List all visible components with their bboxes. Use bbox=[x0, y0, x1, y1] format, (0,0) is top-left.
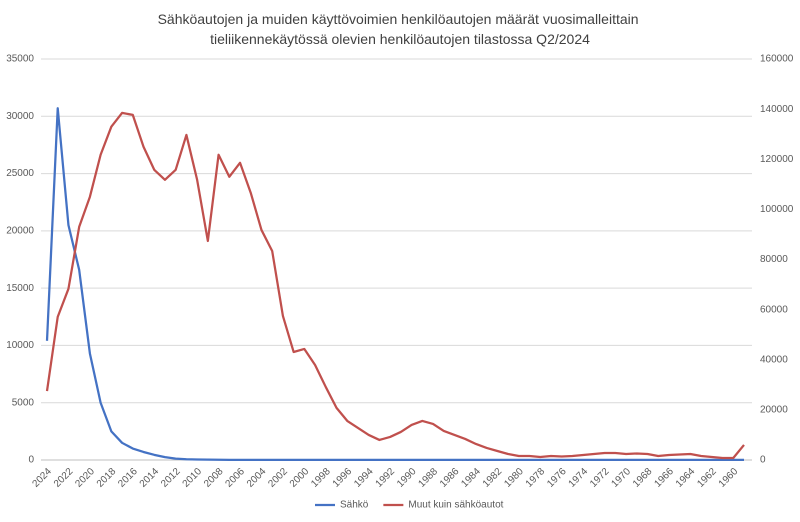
x-tick-label: 1996 bbox=[331, 466, 355, 490]
y-tick-label: 5000 bbox=[12, 397, 35, 408]
y2-tick-label: 140000 bbox=[760, 104, 794, 115]
y2-tick-label: 120000 bbox=[760, 154, 794, 165]
x-tick-label: 2020 bbox=[73, 466, 97, 490]
x-tick-label: 1986 bbox=[438, 466, 462, 490]
y-tick-label: 15000 bbox=[6, 283, 34, 294]
y2-tick-label: 100000 bbox=[760, 204, 794, 215]
x-tick-label: 1992 bbox=[374, 466, 398, 490]
x-tick-label: 1970 bbox=[610, 466, 634, 490]
y-tick-label: 0 bbox=[28, 455, 34, 466]
y-tick-label: 20000 bbox=[6, 225, 34, 236]
x-tick-label: 2006 bbox=[223, 466, 247, 490]
series-line bbox=[45, 107, 744, 462]
x-tick-label: 2022 bbox=[52, 466, 76, 490]
y2-tick-label: 20000 bbox=[760, 405, 788, 416]
y2-tick-label: 80000 bbox=[760, 254, 788, 265]
legend-label: Sähkö bbox=[340, 500, 369, 511]
x-tick-label: 1964 bbox=[674, 466, 698, 490]
x-tick-label: 1966 bbox=[652, 466, 676, 490]
legend-label: Muut kuin sähköautot bbox=[408, 500, 503, 511]
x-tick-label: 2016 bbox=[116, 466, 140, 490]
x-tick-label: 1994 bbox=[352, 466, 376, 490]
x-tick-label: 1990 bbox=[395, 466, 419, 490]
x-tick-label: 2010 bbox=[181, 466, 205, 490]
y2-tick-label: 40000 bbox=[760, 354, 788, 365]
y-tick-label: 35000 bbox=[6, 54, 34, 65]
x-tick-label: 2008 bbox=[202, 466, 226, 490]
x-tick-label: 1972 bbox=[588, 466, 612, 490]
x-tick-label: 1974 bbox=[567, 466, 591, 490]
x-tick-label: 1968 bbox=[631, 466, 655, 490]
y-tick-label: 25000 bbox=[6, 168, 34, 179]
x-tick-label: 1988 bbox=[417, 466, 441, 490]
y-tick-label: 30000 bbox=[6, 111, 34, 122]
x-tick-label: 1962 bbox=[695, 466, 719, 490]
x-tick-label: 2012 bbox=[159, 466, 183, 490]
x-tick-label: 1960 bbox=[717, 466, 741, 490]
x-tick-label: 1982 bbox=[481, 466, 505, 490]
x-tick-label: 2014 bbox=[138, 466, 162, 490]
chart-title: Sähköautojen ja muiden käyttövoimien hen… bbox=[158, 11, 643, 47]
y2-tick-label: 160000 bbox=[760, 54, 794, 65]
x-tick-label: 2000 bbox=[288, 466, 312, 490]
x-tick-label: 1980 bbox=[502, 466, 526, 490]
x-tick-label: 2018 bbox=[95, 466, 119, 490]
y2-tick-label: 60000 bbox=[760, 304, 788, 315]
y2-tick-label: 0 bbox=[760, 455, 766, 466]
x-tick-label: 1998 bbox=[309, 466, 333, 490]
x-tick-label: 1978 bbox=[524, 466, 548, 490]
series-line bbox=[45, 111, 745, 460]
x-tick-label: 2002 bbox=[266, 466, 290, 490]
x-tick-label: 2024 bbox=[30, 466, 54, 490]
x-tick-label: 2004 bbox=[245, 466, 269, 490]
x-tick-label: 1976 bbox=[545, 466, 569, 490]
y-tick-label: 10000 bbox=[6, 340, 34, 351]
x-tick-label: 1984 bbox=[459, 466, 483, 490]
